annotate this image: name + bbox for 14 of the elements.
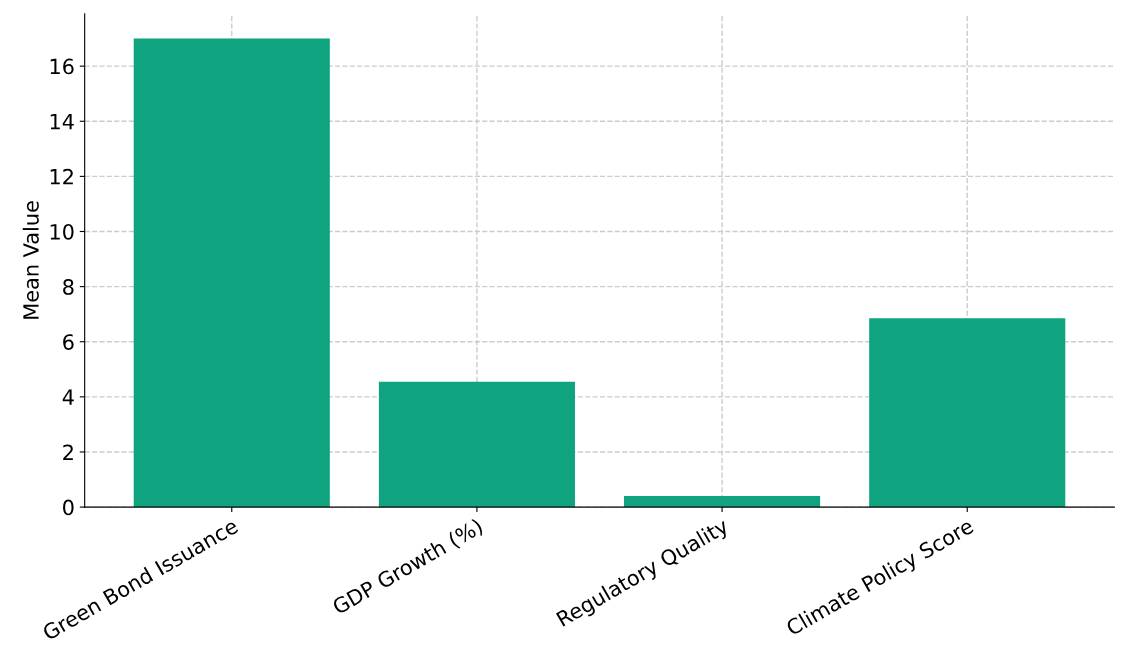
y-tick-label: 0 (63, 499, 74, 516)
y-tick-label: 2 (63, 444, 73, 460)
y-tick-label: 12 (50, 168, 73, 185)
bar (869, 318, 1066, 508)
y-tick-label: 16 (50, 58, 74, 75)
bar (624, 496, 821, 508)
y-tick-label: 8 (63, 279, 74, 295)
y-axis-title: Mean Value (22, 201, 39, 319)
y-tick-label: 6 (63, 334, 74, 350)
bar (133, 38, 330, 508)
bar (378, 381, 575, 508)
y-tick-label: 10 (50, 223, 74, 240)
y-tick-label: 14 (50, 113, 74, 130)
y-tick-label: 4 (62, 389, 74, 405)
